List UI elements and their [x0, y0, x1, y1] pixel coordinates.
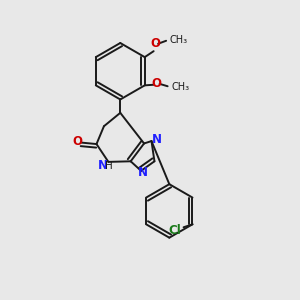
- Text: Cl: Cl: [168, 224, 181, 237]
- Text: O: O: [150, 37, 160, 50]
- Text: H: H: [105, 161, 113, 171]
- Text: N: N: [98, 159, 107, 172]
- Text: N: N: [152, 133, 162, 146]
- Text: N: N: [138, 166, 148, 179]
- Text: CH₃: CH₃: [170, 35, 188, 45]
- Text: O: O: [73, 135, 82, 148]
- Text: O: O: [152, 77, 162, 90]
- Text: CH₃: CH₃: [172, 82, 190, 92]
